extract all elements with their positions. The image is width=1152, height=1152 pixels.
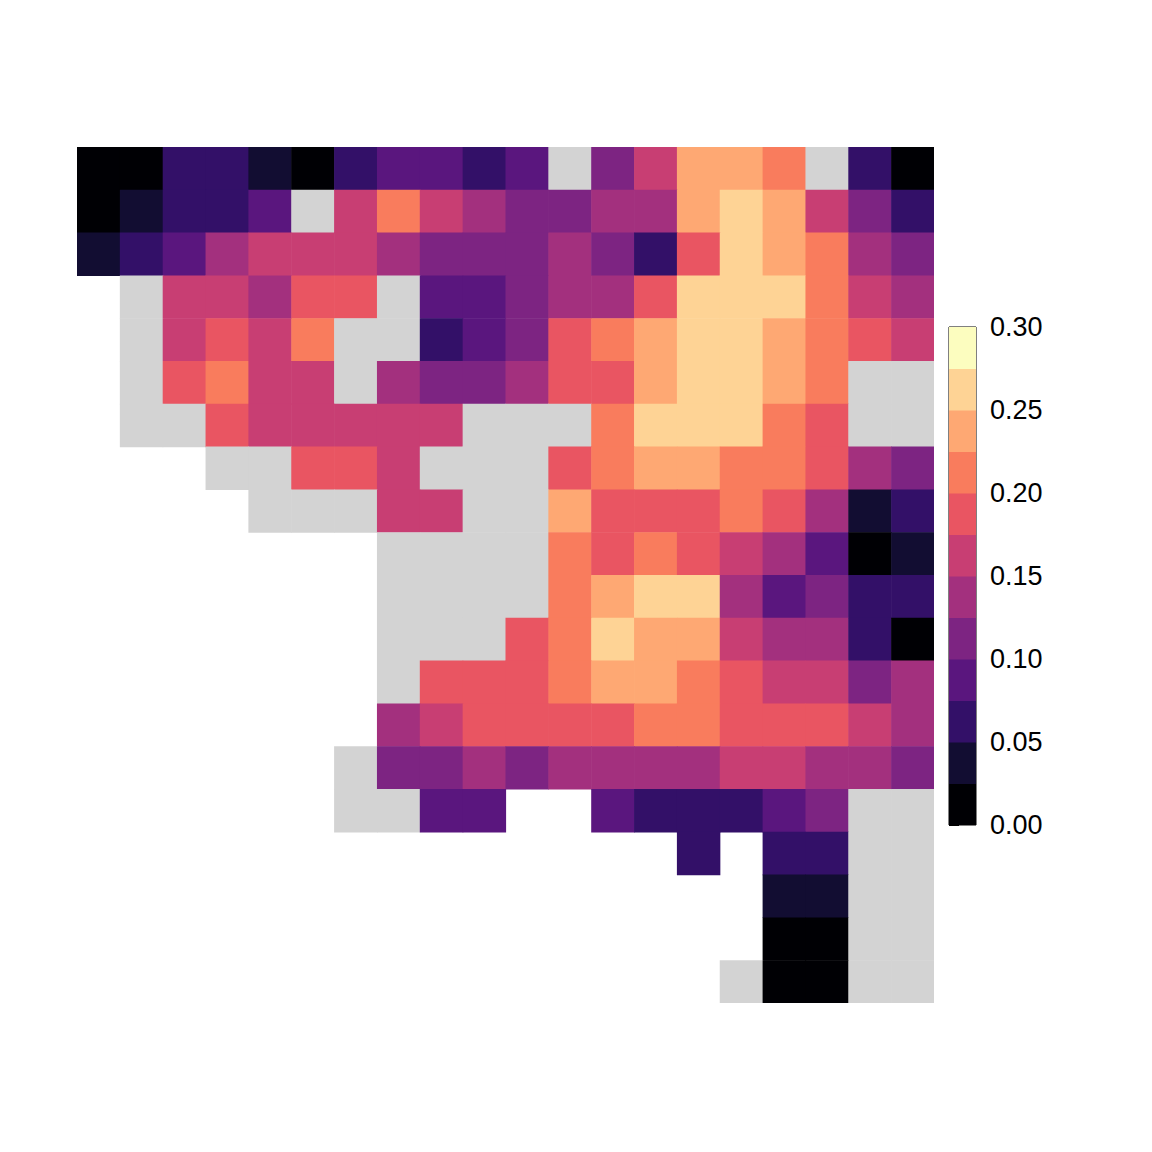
- svg-text:0.30: 0.30: [990, 312, 1043, 342]
- svg-text:0.10: 0.10: [990, 644, 1043, 674]
- svg-text:0.05: 0.05: [990, 727, 1043, 757]
- svg-text:0.00: 0.00: [990, 810, 1043, 840]
- svg-text:0.25: 0.25: [990, 395, 1043, 425]
- svg-text:0.20: 0.20: [990, 478, 1043, 508]
- svg-text:0.15: 0.15: [990, 561, 1043, 591]
